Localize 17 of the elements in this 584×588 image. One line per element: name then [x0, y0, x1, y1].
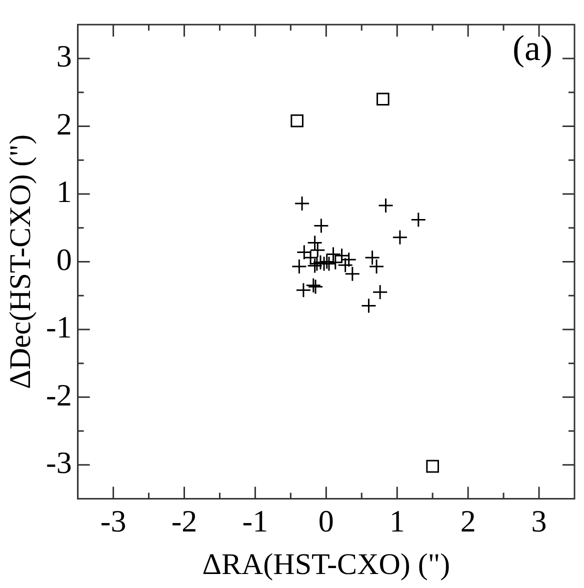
y-tick-label: 2	[56, 106, 72, 142]
y-axis-title: ΔDec(HST-CXO) (")	[4, 134, 37, 389]
y-tick-label: 0	[56, 242, 72, 277]
y-tick-label: 1	[56, 174, 72, 210]
x-tick-label: -1	[242, 504, 268, 539]
x-tick-label: -2	[171, 504, 198, 539]
y-tick-label: -1	[46, 310, 72, 345]
x-tick-label: 3	[531, 504, 547, 539]
x-tick-label: 2	[460, 504, 476, 539]
x-tick-label: 0	[318, 504, 334, 539]
annotation: (a)	[512, 28, 552, 68]
x-tick-label: -3	[100, 504, 126, 539]
x-tick-label: 1	[389, 504, 405, 539]
y-tick-label: 3	[56, 38, 72, 74]
x-axis-title: ΔRA(HST-CXO) (")	[202, 548, 450, 581]
y-tick-label: -2	[46, 377, 72, 412]
y-tick-label: -3	[46, 445, 72, 480]
